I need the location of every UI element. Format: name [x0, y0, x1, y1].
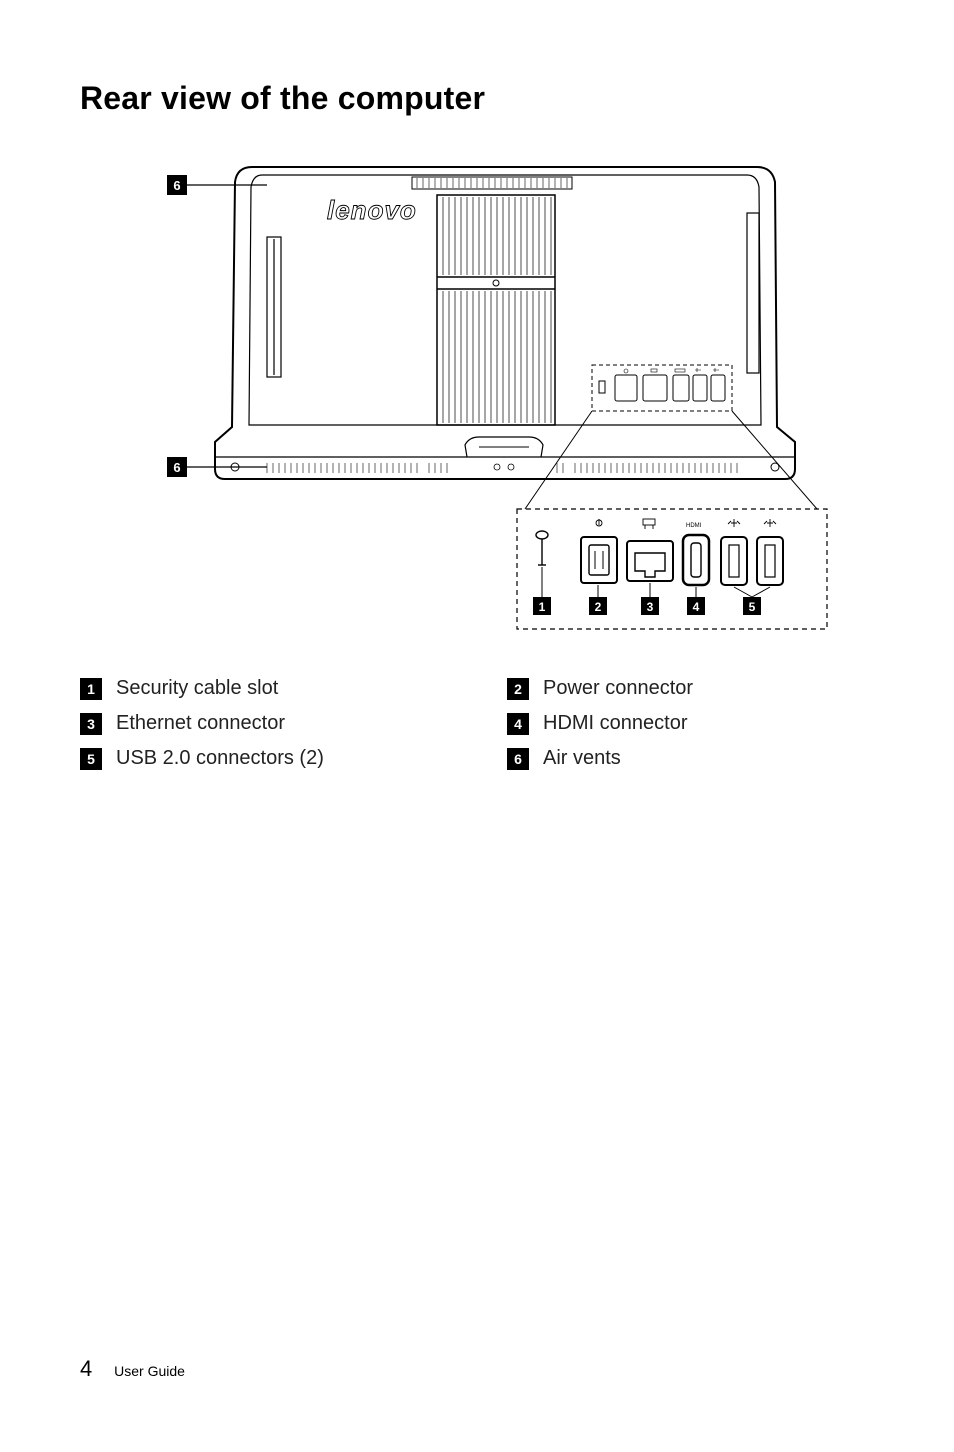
legend-item-4: 4 HDMI connector — [507, 712, 874, 735]
svg-text:3: 3 — [647, 600, 654, 614]
right-side-slot — [747, 213, 759, 373]
detail-callout-5: 5 — [734, 587, 770, 615]
legend-text-2: Power connector — [543, 677, 693, 700]
detail-callout-4: 4 — [687, 587, 705, 615]
chassis — [215, 167, 795, 479]
doc-title: User Guide — [114, 1363, 185, 1379]
legend-item-3: 3 Ethernet connector — [80, 712, 447, 735]
page-heading: Rear view of the computer — [80, 80, 874, 117]
legend-text-4: HDMI connector — [543, 712, 688, 735]
power-connector-icon — [581, 537, 617, 583]
legend-num-5: 5 — [80, 748, 102, 770]
usb-connector-1-icon — [721, 537, 747, 585]
page-footer: 4 User Guide — [80, 1356, 185, 1382]
central-vent-block — [437, 195, 555, 425]
svg-text:5: 5 — [749, 600, 756, 614]
hdmi-connector-icon — [683, 535, 709, 585]
legend-text-1: Security cable slot — [116, 677, 278, 700]
svg-text:6: 6 — [173, 460, 180, 475]
legend-num-6: 6 — [507, 748, 529, 770]
detail-callout-1: 1 — [533, 567, 551, 615]
legend-num-1: 1 — [80, 678, 102, 700]
legend-text-3: Ethernet connector — [116, 712, 285, 735]
port-cluster-inset — [592, 365, 732, 411]
page-number: 4 — [80, 1356, 92, 1381]
security-slot-icon — [536, 531, 548, 565]
detail-callout-3: 3 — [641, 583, 659, 615]
legend-num-3: 3 — [80, 713, 102, 735]
svg-text:HDMI: HDMI — [686, 523, 702, 529]
usb-connector-2-icon — [757, 537, 783, 585]
legend-grid: 1 Security cable slot 2 Power connector … — [80, 677, 874, 770]
top-vent-strip — [412, 177, 572, 189]
legend-item-6: 6 Air vents — [507, 747, 874, 770]
svg-text:2: 2 — [595, 600, 602, 614]
legend-item-2: 2 Power connector — [507, 677, 874, 700]
legend-num-4: 4 — [507, 713, 529, 735]
lenovo-logo: lenovo — [327, 195, 417, 225]
ethernet-connector-icon — [627, 541, 673, 581]
detail-callout-2: 2 — [589, 585, 607, 615]
svg-text:4: 4 — [693, 600, 700, 614]
legend-text-5: USB 2.0 connectors (2) — [116, 747, 324, 770]
legend-text-6: Air vents — [543, 747, 621, 770]
svg-text:6: 6 — [173, 178, 180, 193]
legend-item-1: 1 Security cable slot — [80, 677, 447, 700]
legend-num-2: 2 — [507, 678, 529, 700]
legend-item-5: 5 USB 2.0 connectors (2) — [80, 747, 447, 770]
port-cluster-detail: HDMI 1 2 3 — [517, 509, 827, 629]
zoom-lines — [525, 411, 817, 509]
rear-view-diagram: 6 6 — [117, 147, 837, 647]
svg-text:1: 1 — [539, 600, 546, 614]
base-vent-right — [557, 463, 737, 473]
left-side-slot — [267, 237, 281, 377]
base-vent-left — [267, 463, 447, 473]
